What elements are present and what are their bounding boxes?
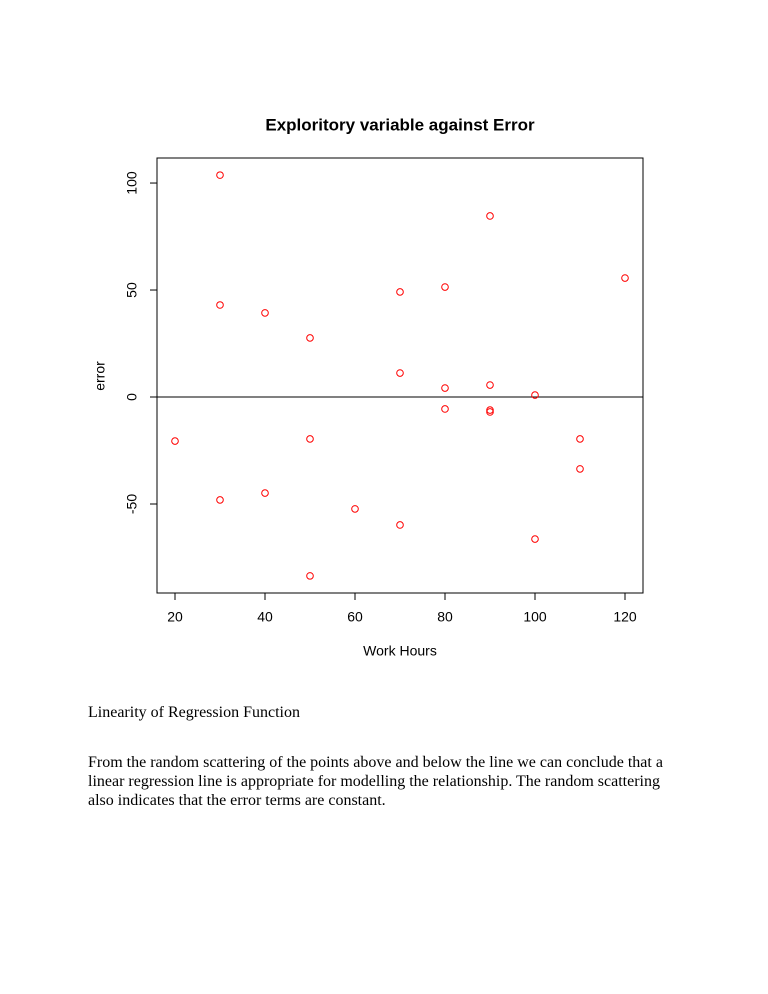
- point: [441, 384, 449, 392]
- x-tick-label: 100: [523, 609, 547, 625]
- point: [531, 391, 539, 399]
- point: [486, 381, 494, 389]
- point: [306, 334, 314, 342]
- point: [396, 521, 404, 529]
- point: [396, 288, 404, 296]
- y-tick-label: -50: [124, 494, 140, 514]
- x-tick-label: 40: [257, 609, 273, 625]
- chart: Exploritory variable against Error Work …: [92, 115, 644, 659]
- y-axis-label: error: [92, 361, 108, 391]
- point: [576, 435, 584, 443]
- point: [216, 171, 224, 179]
- x-tick-label: 20: [167, 609, 183, 625]
- point: [351, 505, 359, 513]
- point: [396, 369, 404, 377]
- point: [486, 212, 494, 220]
- point: [216, 301, 224, 309]
- paragraph: From the random scattering of the points…: [88, 754, 663, 809]
- point: [441, 283, 449, 291]
- x-axis-label: Work Hours: [363, 643, 437, 659]
- point: [306, 435, 314, 443]
- y-tick-label: 50: [124, 282, 140, 298]
- heading: Linearity of Regression Function: [88, 704, 300, 721]
- x-tick-label: 120: [613, 609, 637, 625]
- point: [216, 496, 224, 504]
- point: [171, 437, 179, 445]
- point: [306, 572, 314, 580]
- point: [441, 405, 449, 413]
- chart-title: Exploritory variable against Error: [265, 115, 535, 134]
- plot-frame: [156, 157, 644, 594]
- point: [261, 489, 269, 497]
- point: [261, 309, 269, 317]
- x-tick-label: 60: [347, 609, 363, 625]
- point: [576, 465, 584, 473]
- point: [531, 535, 539, 543]
- point: [486, 406, 494, 414]
- y-tick-label: 100: [124, 171, 140, 195]
- point: [621, 274, 629, 282]
- y-tick-label: 0: [124, 393, 140, 401]
- point: [486, 408, 494, 416]
- x-tick-label: 80: [437, 609, 453, 625]
